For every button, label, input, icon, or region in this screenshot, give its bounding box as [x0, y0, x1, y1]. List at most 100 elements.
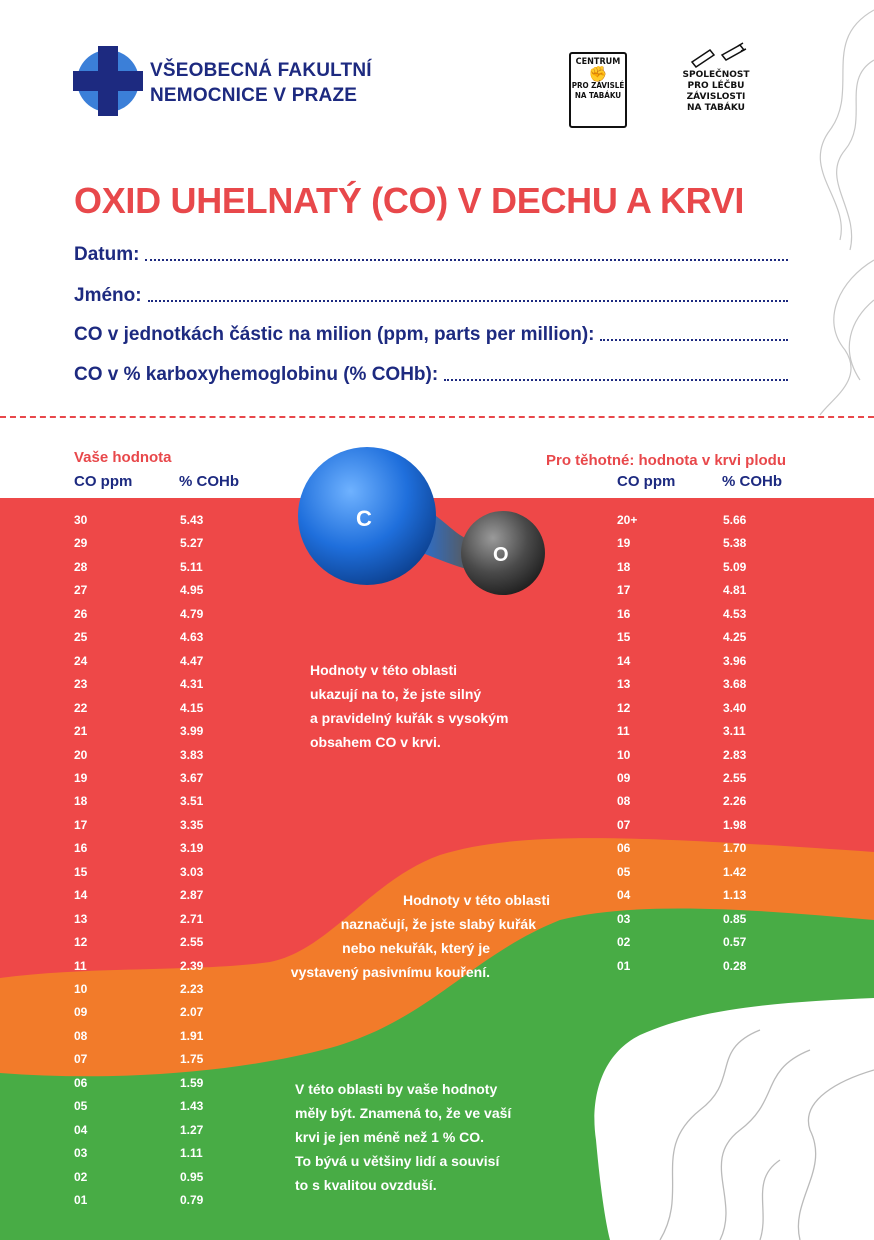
hospital-name-line1: VŠEOBECNÁ FAKULTNÍ — [150, 60, 372, 81]
smoke-bottom-decoration — [659, 1029, 874, 1240]
page-title: OXID UHELNATÝ (CO) V DECHU A KRVI — [74, 180, 745, 221]
jmeno-label: Jméno: — [74, 285, 142, 306]
cohb-cell: 5.66 — [723, 513, 747, 527]
hospital-logo-icon — [73, 46, 143, 116]
left-table-heading: Vaše hodnota — [74, 449, 172, 466]
cohb-cell: 1.59 — [180, 1075, 204, 1090]
cohb-cell: 4.15 — [180, 700, 204, 715]
cohb-cell: 1.11 — [180, 1146, 203, 1161]
ppm-cell: 24 — [74, 653, 88, 668]
cohb-cell: 4.95 — [180, 583, 204, 598]
cohb-cell: 3.67 — [180, 770, 204, 785]
cohb-cell: 0.85 — [723, 911, 747, 926]
ppm-cell: 27 — [74, 583, 88, 598]
red-note-line: a pravidelný kuřák s vysokým — [310, 710, 509, 726]
green-zone-note: V této oblasti by vaše hodnoty měly být.… — [295, 1077, 511, 1197]
ppm-cell: 03 — [74, 1146, 88, 1161]
ppm-cell: 29 — [74, 536, 88, 551]
ppm-cell: 10 — [617, 747, 631, 762]
green-note-line: To bývá u většiny lidí a souvisí — [295, 1153, 500, 1169]
ppm-cell: 01 — [74, 1193, 88, 1208]
centrum-logo: CENTRUM ✊ PRO ZÁVISLÉ NA TABÁKU — [569, 52, 627, 128]
cohb-cell: 2.55 — [180, 935, 204, 950]
ppm-line[interactable] — [600, 339, 788, 341]
ppm-cell: 13 — [74, 911, 88, 926]
cohb-cell: 1.27 — [180, 1122, 204, 1137]
datum-line[interactable] — [145, 259, 788, 261]
molecule-c-label: C — [356, 506, 372, 531]
ppm-cell: 21 — [74, 724, 88, 739]
ppm-cell: 05 — [74, 1099, 88, 1114]
right-col-ppm-header: CO ppm — [617, 473, 676, 490]
ppm-cell: 30 — [74, 513, 88, 527]
ppm-cell: 04 — [617, 888, 631, 903]
cohb-cell: 2.55 — [723, 770, 747, 785]
cohb-cell: 3.11 — [723, 724, 746, 739]
cohb-cell: 4.81 — [723, 583, 747, 598]
ppm-cell: 12 — [617, 700, 631, 715]
cohb-cell: 4.47 — [180, 653, 204, 668]
orange-note-line: nebo nekuřák, který je — [342, 940, 490, 956]
ppm-cell: 09 — [74, 1005, 88, 1020]
cohb-cell: 2.71 — [180, 911, 204, 926]
orange-note-line: Hodnoty v této oblasti — [403, 892, 550, 908]
ppm-cell: 06 — [617, 841, 631, 856]
cohb-cell: 4.31 — [180, 677, 204, 692]
cohb-cell: 1.13 — [723, 888, 747, 903]
ppm-cell: 17 — [74, 817, 88, 832]
oxygen-atom — [461, 511, 545, 595]
society-line1: SPOLEČNOST — [682, 70, 750, 80]
society-line2: PRO LÉČBU — [687, 81, 745, 91]
ppm-cell: 17 — [617, 583, 631, 598]
cohb-cell: 0.28 — [723, 958, 747, 973]
ppm-cell: 18 — [617, 559, 631, 574]
cohb-cell: 3.40 — [723, 700, 747, 715]
cohb-field[interactable]: CO v % karboxyhemoglobinu (% COHb): — [74, 360, 788, 386]
cohb-cell: 2.26 — [723, 794, 747, 809]
cohb-cell: 3.51 — [180, 794, 204, 809]
ppm-cell: 18 — [74, 794, 88, 809]
cohb-cell: 2.23 — [180, 982, 204, 996]
ppm-cell: 20 — [74, 747, 88, 762]
ppm-cell: 11 — [74, 958, 87, 973]
society-line3: ZÁVISLOSTI — [686, 92, 746, 102]
cohb-cell: 1.91 — [180, 1028, 204, 1043]
green-note-line: to s kvalitou ovzduší. — [295, 1177, 437, 1193]
molecule-o-label: O — [493, 544, 509, 566]
orange-zone-note: Hodnoty v této oblasti naznačují, že jst… — [288, 888, 550, 984]
cohb-cell: 0.95 — [180, 1169, 204, 1184]
datum-label: Datum: — [74, 244, 140, 265]
ppm-cell: 08 — [617, 794, 631, 809]
ppm-cell: 02 — [617, 935, 631, 950]
right-table-heading: Pro těhotné: hodnota v krvi plodu — [546, 452, 786, 469]
red-note-line: Hodnoty v této oblasti — [310, 662, 457, 678]
ppm-cell: 07 — [74, 1052, 88, 1067]
jmeno-field[interactable]: Jméno: — [74, 281, 788, 307]
cohb-cell: 3.99 — [180, 724, 204, 739]
left-col-cohb-header: % COHb — [179, 473, 239, 490]
cohb-cell: 5.27 — [180, 536, 204, 551]
orange-note-line: vystavený pasivnímu kouření. — [290, 964, 490, 980]
cohb-cell: 5.38 — [723, 536, 747, 551]
cohb-cell: 5.09 — [723, 559, 747, 574]
ppm-cell: 02 — [74, 1169, 88, 1184]
ppm-cell: 14 — [617, 653, 631, 668]
cohb-line[interactable] — [444, 379, 788, 381]
ppm-cell: 16 — [617, 606, 631, 621]
centrum-logo-line2: NA TABÁKU — [574, 91, 622, 100]
datum-field[interactable]: Datum: — [74, 240, 788, 266]
ppm-cell: 14 — [74, 888, 88, 903]
ppm-cell: 04 — [74, 1122, 88, 1137]
ppm-field[interactable]: CO v jednotkách částic na milion (ppm, p… — [74, 320, 788, 346]
ppm-cell: 25 — [74, 630, 88, 645]
cohb-cell: 1.43 — [180, 1099, 204, 1114]
cohb-cell: 2.39 — [180, 958, 204, 973]
cohb-cell: 1.70 — [723, 841, 747, 856]
ppm-cell: 03 — [617, 911, 631, 926]
cohb-cell: 3.68 — [723, 677, 747, 692]
cohb-cell: 4.25 — [723, 630, 747, 645]
jmeno-line[interactable] — [147, 300, 788, 302]
red-note-line: obsahem CO v krvi. — [310, 734, 441, 750]
